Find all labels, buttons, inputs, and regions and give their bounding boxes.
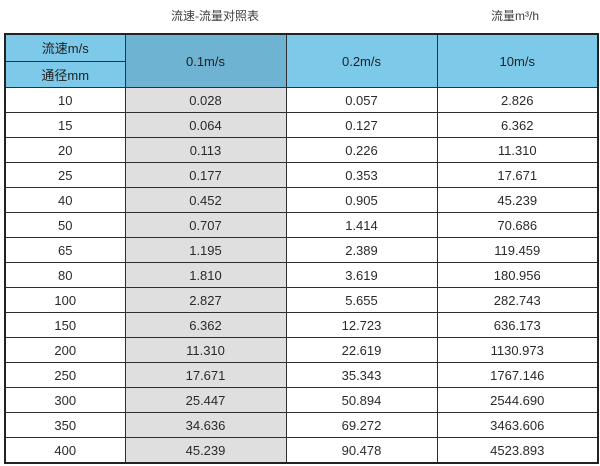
flow-10ms-cell: 180.956 (436, 262, 599, 288)
flow-0-1ms-cell: 17.671 (124, 362, 287, 388)
flow-0-2ms-cell: 35.343 (285, 362, 438, 388)
flow-0-1ms-cell: 11.310 (124, 337, 287, 363)
flow-10ms-cell: 70.686 (436, 212, 599, 238)
flow-0-2ms-cell: 5.655 (285, 287, 438, 313)
diameter-cell: 150 (4, 312, 126, 338)
header-row-bottom: 通径mm (4, 60, 598, 88)
flow-0-2ms-cell: 69.272 (285, 412, 438, 438)
flow-0-1ms-cell: 0.064 (124, 112, 287, 138)
table-row: 40 0.452 0.905 45.239 (4, 187, 599, 213)
flow-0-1ms-cell: 6.362 (124, 312, 287, 338)
diameter-cell: 100 (4, 287, 126, 313)
velocity-header-3: 10m/s (436, 33, 599, 88)
table-row: 150 6.362 12.723 636.173 (4, 312, 599, 338)
flow-10ms-cell: 119.459 (436, 237, 599, 263)
flow-rate-table: 流速m/s 0.1m/s 0.2m/s 10m/s 通径mm 10 0.028 0.… (4, 33, 599, 464)
corner-header-velocity: 流速m/s (4, 33, 126, 62)
table-title: 流速-流量对照表 (171, 9, 259, 23)
flow-0-1ms-cell: 1.810 (124, 262, 287, 288)
flow-10ms-cell: 3463.606 (436, 412, 599, 438)
table-row: 250 17.671 35.343 1767.146 (4, 362, 599, 388)
diameter-cell: 10 (4, 87, 126, 113)
flow-unit-title: 流量m³/h (490, 9, 540, 23)
header-row-top: 流速m/s 0.1m/s 0.2m/s 10m/s (4, 33, 599, 88)
velocity-header-2: 0.2m/s (285, 33, 438, 88)
table-row: 400 45.239 90.478 4523.893 (4, 437, 599, 464)
flow-0-2ms-cell: 12.723 (285, 312, 438, 338)
flow-0-2ms-cell: 3.619 (285, 262, 438, 288)
flow-10ms-cell: 11.310 (436, 137, 599, 163)
flow-0-2ms-cell: 0.353 (285, 162, 438, 188)
flow-0-2ms-cell: 50.894 (285, 387, 438, 413)
diameter-cell: 300 (4, 387, 126, 413)
flow-0-2ms-cell: 22.619 (285, 337, 438, 363)
table-row: 100 2.827 5.655 282.743 (4, 287, 599, 313)
table-body: 10 0.028 0.057 2.826 15 0.064 0.127 6.362 20 0.11… (4, 87, 599, 464)
table-row: 25 0.177 0.353 17.671 (4, 162, 599, 188)
flow-0-2ms-cell: 2.389 (285, 237, 438, 263)
table-row: 350 34.636 69.272 3463.606 (4, 412, 599, 438)
diameter-cell: 65 (4, 237, 126, 263)
flow-0-2ms-cell: 0.127 (285, 112, 438, 138)
flow-10ms-cell: 1767.146 (436, 362, 599, 388)
velocity-header-1: 0.1m/s (124, 33, 287, 88)
flow-0-2ms-cell: 0.905 (285, 187, 438, 213)
table-row: 300 25.447 50.894 2544.690 (4, 387, 599, 413)
corner-header-diameter: 通径mm (4, 60, 126, 88)
table-row: 80 1.810 3.619 180.956 (4, 262, 599, 288)
table-row: 50 0.707 1.414 70.686 (4, 212, 599, 238)
table-row: 15 0.064 0.127 6.362 (4, 112, 599, 138)
flow-0-2ms-cell: 0.226 (285, 137, 438, 163)
diameter-cell: 350 (4, 412, 126, 438)
flow-0-2ms-cell: 1.414 (285, 212, 438, 238)
flow-10ms-cell: 1130.973 (436, 337, 599, 363)
flow-0-1ms-cell: 0.452 (124, 187, 287, 213)
flow-10ms-cell: 4523.893 (436, 437, 599, 464)
flow-10ms-cell: 17.671 (436, 162, 599, 188)
diameter-cell: 400 (4, 437, 126, 464)
flow-10ms-cell: 282.743 (436, 287, 599, 313)
table-row: 200 11.310 22.619 1130.973 (4, 337, 599, 363)
flow-0-1ms-cell: 34.636 (124, 412, 287, 438)
flow-0-1ms-cell: 1.195 (124, 237, 287, 263)
diameter-cell: 80 (4, 262, 126, 288)
flow-10ms-cell: 636.173 (436, 312, 599, 338)
diameter-cell: 200 (4, 337, 126, 363)
flow-10ms-cell: 2.826 (436, 87, 599, 113)
flow-0-2ms-cell: 90.478 (285, 437, 438, 464)
flow-10ms-cell: 45.239 (436, 187, 599, 213)
table-row: 10 0.028 0.057 2.826 (4, 87, 599, 113)
diameter-cell: 50 (4, 212, 126, 238)
page-titles: 流速-流量对照表 流量m³/h (0, 0, 600, 28)
diameter-cell: 250 (4, 362, 126, 388)
flow-0-1ms-cell: 0.028 (124, 87, 287, 113)
flow-0-1ms-cell: 25.447 (124, 387, 287, 413)
flow-0-1ms-cell: 45.239 (124, 437, 287, 464)
table-header: 流速m/s 0.1m/s 0.2m/s 10m/s 通径mm (4, 33, 599, 88)
flow-10ms-cell: 6.362 (436, 112, 599, 138)
flow-0-1ms-cell: 0.177 (124, 162, 287, 188)
flow-0-2ms-cell: 0.057 (285, 87, 438, 113)
flow-0-1ms-cell: 0.707 (124, 212, 287, 238)
flow-0-1ms-cell: 2.827 (124, 287, 287, 313)
diameter-cell: 20 (4, 137, 126, 163)
diameter-cell: 25 (4, 162, 126, 188)
flow-0-1ms-cell: 0.113 (124, 137, 287, 163)
table-row: 65 1.195 2.389 119.459 (4, 237, 599, 263)
table-row: 20 0.113 0.226 11.310 (4, 137, 599, 163)
flow-10ms-cell: 2544.690 (436, 387, 599, 413)
diameter-cell: 15 (4, 112, 126, 138)
diameter-cell: 40 (4, 187, 126, 213)
